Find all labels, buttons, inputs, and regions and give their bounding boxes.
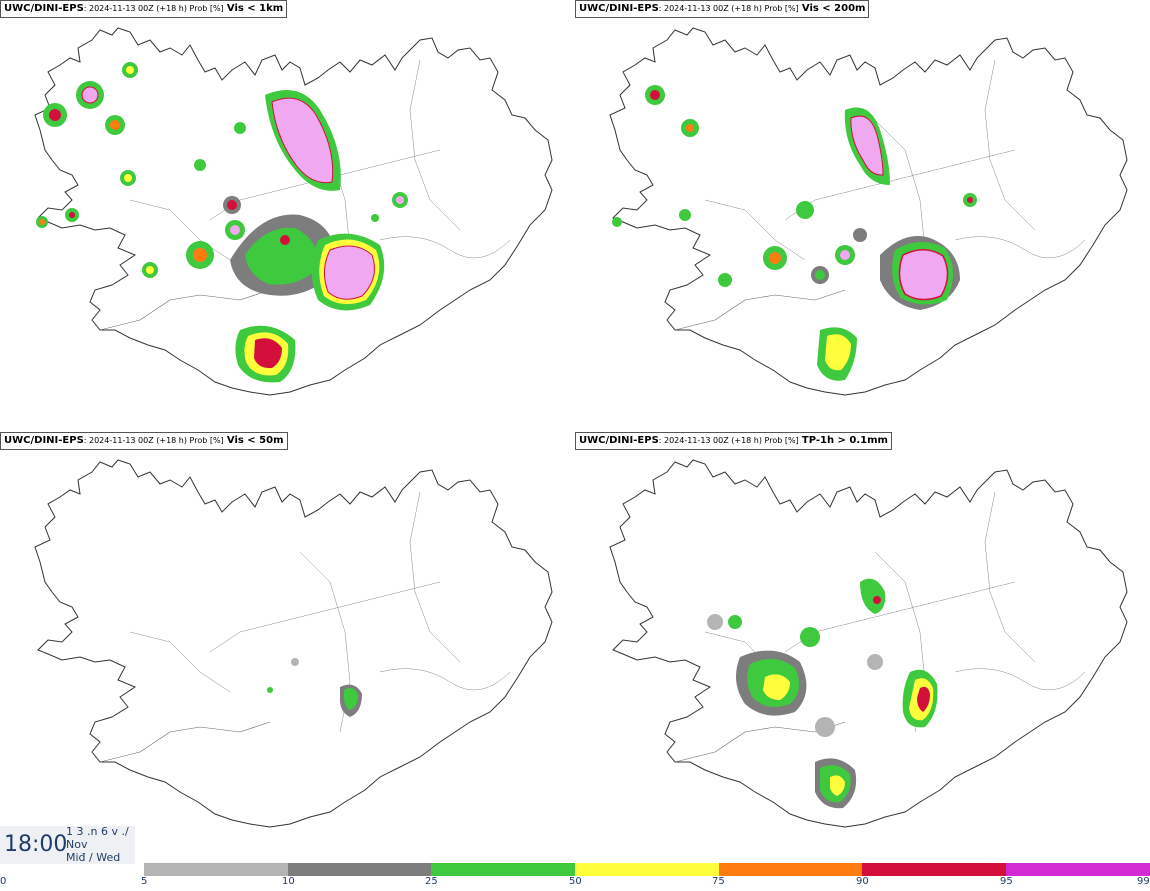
panel-title: UWC/DINI-EPS: 2024-11-13 00Z (+18 h) Pro… bbox=[0, 432, 288, 450]
timestamp-box: 18:00 1 3 .n 6 v ./ Nov Miđ / Wed bbox=[0, 826, 135, 864]
model-name: UWC/DINI-EPS bbox=[4, 435, 84, 446]
iceland-map bbox=[609, 459, 1128, 828]
legend-label: 95 bbox=[1000, 876, 1013, 887]
date-line-2: Nov bbox=[66, 838, 88, 851]
probability-blobs bbox=[36, 62, 408, 383]
run-info: : 2024-11-13 00Z (+18 h) Prob [%] bbox=[83, 436, 224, 445]
panel-title: UWC/DINI-EPS: 2024-11-13 00Z (+18 h) Pro… bbox=[575, 0, 870, 18]
panel-title: UWC/DINI-EPS: 2024-11-13 00Z (+18 h) Pro… bbox=[0, 0, 288, 18]
legend-swatch-10-25 bbox=[288, 863, 431, 876]
legend-label: 99 bbox=[1137, 876, 1150, 887]
iceland-map bbox=[34, 459, 553, 828]
panel-title: UWC/DINI-EPS: 2024-11-13 00Z (+18 h) Pro… bbox=[575, 432, 892, 450]
legend-label: 25 bbox=[425, 876, 438, 887]
model-name: UWC/DINI-EPS bbox=[579, 3, 659, 14]
legend-swatch-50-75 bbox=[575, 863, 719, 876]
map-panel-tp-1h: UWC/DINI-EPS: 2024-11-13 00Z (+18 h) Pro… bbox=[575, 432, 1150, 864]
legend-label: 0 bbox=[0, 876, 7, 887]
legend-swatch-75-90 bbox=[719, 863, 862, 876]
legend-label: 10 bbox=[282, 876, 295, 887]
legend-swatch-5-10 bbox=[144, 863, 288, 876]
map-panel-vis-50m: UWC/DINI-EPS: 2024-11-13 00Z (+18 h) Pro… bbox=[0, 432, 575, 864]
legend-swatch-25-50 bbox=[431, 863, 575, 876]
probability-blobs bbox=[707, 578, 938, 809]
run-info: : 2024-11-13 00Z (+18 h) Prob [%] bbox=[83, 4, 224, 13]
date-line-1: 1 3 .n 6 v ./ bbox=[66, 825, 129, 838]
variable-name: TP-1h > 0.1mm bbox=[801, 435, 888, 446]
map-panel-vis-200m: UWC/DINI-EPS: 2024-11-13 00Z (+18 h) Pro… bbox=[575, 0, 1150, 432]
variable-name: Vis < 50m bbox=[226, 435, 284, 446]
probability-blobs bbox=[267, 658, 362, 717]
legend-label: 5 bbox=[141, 876, 148, 887]
legend-label: 75 bbox=[712, 876, 725, 887]
run-info: : 2024-11-13 00Z (+18 h) Prob [%] bbox=[658, 4, 799, 13]
legend-label: 50 bbox=[569, 876, 582, 887]
variable-name: Vis < 1km bbox=[226, 3, 284, 14]
legend-swatch-90-95 bbox=[862, 863, 1006, 876]
probability-blobs bbox=[612, 85, 977, 381]
iceland-map bbox=[609, 27, 1128, 396]
model-name: UWC/DINI-EPS bbox=[579, 435, 659, 446]
legend-swatch-95-99 bbox=[1006, 863, 1150, 876]
legend-label: 90 bbox=[856, 876, 869, 887]
run-info: : 2024-11-13 00Z (+18 h) Prob [%] bbox=[658, 436, 799, 445]
valid-time: 18:00 bbox=[4, 832, 68, 857]
iceland-map bbox=[34, 27, 553, 396]
color-legend bbox=[144, 863, 1150, 876]
variable-name: Vis < 200m bbox=[801, 3, 866, 14]
map-panel-vis-1km: UWC/DINI-EPS: 2024-11-13 00Z (+18 h) Pro… bbox=[0, 0, 575, 432]
model-name: UWC/DINI-EPS bbox=[4, 3, 84, 14]
date-line-3: Miđ / Wed bbox=[66, 851, 121, 864]
